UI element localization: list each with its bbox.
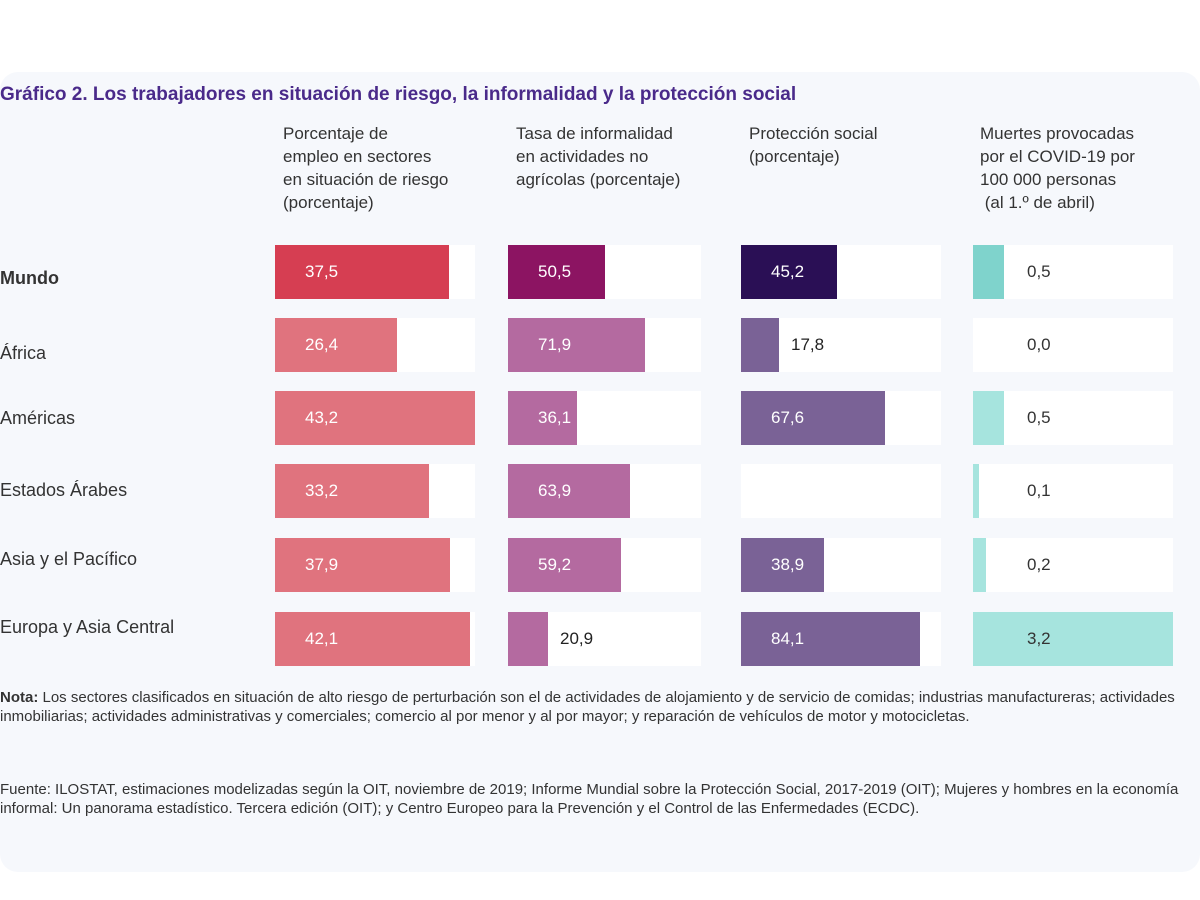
data-label: 84,1 (771, 629, 805, 648)
bar (508, 538, 621, 592)
bar-track: 50,5 (508, 245, 701, 299)
row-label: Estados Árabes (0, 480, 128, 500)
bar (741, 538, 824, 592)
bar-track: 26,4 (275, 318, 475, 372)
column-header-line: en actividades no (516, 147, 649, 166)
column-header-line: Porcentaje de (283, 124, 388, 143)
data-label: 0,0 (1027, 335, 1051, 354)
bar (973, 464, 979, 518)
bar-track: 59,2 (508, 538, 701, 592)
bar-track: 0,5 (973, 391, 1173, 445)
note-label: Nota: (0, 689, 39, 706)
bar (741, 318, 779, 372)
data-label: 0,1 (1027, 481, 1051, 500)
bar (973, 538, 986, 592)
chart-title: Gráfico 2. Los trabajadores en situación… (0, 84, 797, 105)
column-header-line: Protección social (749, 124, 878, 143)
chart-source: Fuente: ILOSTAT, estimaciones modelizada… (0, 781, 1179, 817)
row-label: Mundo (0, 268, 59, 288)
bar-track: 67,6 (741, 391, 941, 445)
bar (275, 318, 397, 372)
data-label: 37,5 (305, 262, 339, 281)
bar-track: 0,5 (973, 245, 1173, 299)
column-header-line: 100 000 personas (980, 170, 1117, 189)
data-label: 59,2 (538, 555, 572, 574)
bar (973, 245, 1004, 299)
bar (973, 391, 1004, 445)
row-label: Europa y Asia Central (0, 617, 175, 637)
bar (973, 612, 1173, 666)
column-header-line: Tasa de informalidad (516, 124, 673, 143)
bar (275, 391, 475, 445)
column-header-line: empleo en sectores (283, 147, 432, 166)
data-label: 38,9 (771, 555, 805, 574)
bar-track: 0,1 (973, 464, 1173, 518)
bar-track: 63,9 (508, 464, 701, 518)
data-label: 67,6 (771, 408, 805, 427)
data-label: 0,5 (1027, 262, 1051, 281)
data-label: 71,9 (538, 335, 572, 354)
bar-track: 84,1 (741, 612, 941, 666)
data-label: 17,8 (791, 335, 825, 354)
data-label: 33,2 (305, 481, 339, 500)
row-label: África (0, 343, 47, 363)
column-header-line: (al 1.º de abril) (980, 193, 1095, 212)
bar-track: 38,9 (741, 538, 941, 592)
bar-track: 71,9 (508, 318, 701, 372)
data-label: 0,2 (1027, 555, 1051, 574)
bar-track: 3,2 (973, 612, 1173, 666)
column-header-3: Protección social (porcentaje) (749, 122, 878, 168)
bar (508, 612, 548, 666)
bar-track: 43,2 (275, 391, 475, 445)
bar (275, 245, 449, 299)
bar-track: 36,1 (508, 391, 701, 445)
data-label: 26,4 (305, 335, 339, 354)
data-label: 20,9 (560, 629, 594, 648)
bar-track: 0,2 (973, 538, 1173, 592)
data-label: 42,1 (305, 629, 339, 648)
column-header-line: en situación de riesgo (283, 170, 449, 189)
bar (741, 245, 837, 299)
bar-track: 37,5 (275, 245, 475, 299)
bar (275, 464, 429, 518)
bar-track: 45,2 (741, 245, 941, 299)
row-label: Américas (0, 408, 76, 428)
bar-track (741, 464, 941, 518)
bar-track: 17,8 (741, 318, 941, 372)
bar-track: 37,9 (275, 538, 475, 592)
column-header-4: Muertes provocadas por el COVID-19 por 100… (980, 122, 1135, 214)
chart-note: Nota: Los sectores clasificados en situa… (0, 688, 1195, 726)
bar (275, 538, 450, 592)
bar-track: 20,9 (508, 612, 701, 666)
data-label: 3,2 (1027, 629, 1051, 648)
bar-track: 42,1 (275, 612, 475, 666)
bar (741, 391, 885, 445)
bar (275, 612, 470, 666)
note-text: Los sectores clasificados en situación d… (0, 689, 1175, 725)
row-label: Asia y el Pacífico (0, 549, 138, 569)
column-header-1: Porcentaje de empleo en sectores en situac… (283, 122, 448, 214)
data-label: 43,2 (305, 408, 339, 427)
bar (741, 612, 920, 666)
column-header-line: agrícolas (porcentaje) (516, 170, 681, 189)
data-label: 0,5 (1027, 408, 1051, 427)
column-header-line: (porcentaje) (283, 193, 374, 212)
column-header-line: (porcentaje) (749, 147, 840, 166)
bar-track: 0,0 (973, 318, 1173, 372)
bar-track: 33,2 (275, 464, 475, 518)
bar (508, 245, 605, 299)
data-label: 63,9 (538, 481, 572, 500)
bar (508, 318, 645, 372)
bar (508, 391, 577, 445)
data-label: 45,2 (771, 262, 805, 281)
data-label: 50,5 (538, 262, 572, 281)
data-label: 37,9 (305, 555, 339, 574)
bar (508, 464, 630, 518)
data-label: 36,1 (538, 408, 572, 427)
column-header-2: Tasa de informalidad en actividades no agr… (516, 122, 680, 191)
column-header-line: Muertes provocadas (980, 124, 1135, 143)
column-header-line: por el COVID-19 por (980, 147, 1135, 166)
